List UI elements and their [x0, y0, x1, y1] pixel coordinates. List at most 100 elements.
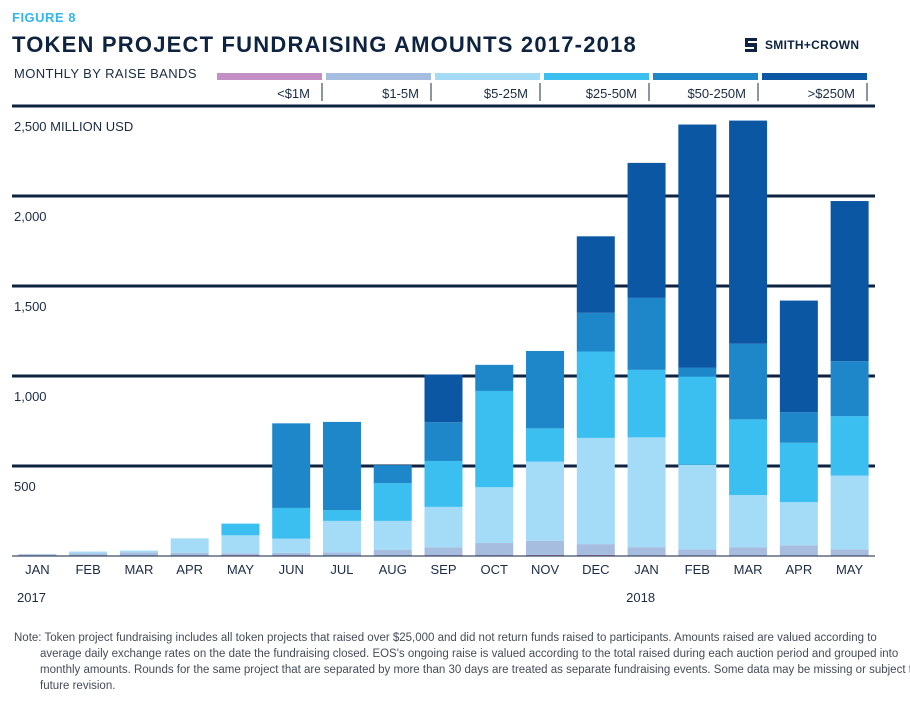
- brand-logo: SMITH+CROWN: [742, 36, 859, 54]
- y-tick-label: 2,500 MILLION USD: [14, 119, 133, 134]
- bar-segment: [526, 554, 565, 556]
- legend-swatch: [544, 73, 649, 80]
- bar-segment: [627, 297, 666, 370]
- bar-segment: [322, 520, 361, 553]
- x-tick-label: NOV: [531, 562, 560, 577]
- bar-segment: [779, 502, 818, 546]
- x-tick-label: OCT: [481, 562, 509, 577]
- bar-segment: [627, 369, 666, 438]
- legend-label: $5-25M: [484, 86, 528, 101]
- bar-segment: [576, 544, 615, 555]
- bar-segment: [779, 412, 818, 443]
- bar-segment: [576, 236, 615, 313]
- legend-swatch: [653, 73, 758, 80]
- bar-segment: [424, 547, 463, 556]
- bar-segment: [678, 464, 717, 550]
- year-label: 2017: [17, 590, 46, 605]
- bar-segment: [221, 553, 260, 556]
- bar-segment: [18, 554, 57, 556]
- bar-segment: [272, 507, 311, 539]
- bar-segment: [526, 461, 565, 541]
- x-tick-label: FEB: [685, 562, 710, 577]
- bar-segment: [678, 549, 717, 556]
- y-tick-label: 1,500: [14, 299, 47, 314]
- bar-segment: [170, 538, 209, 553]
- bar-segment: [475, 487, 514, 544]
- bar-segment: [779, 300, 818, 413]
- bar-segment: [475, 543, 514, 556]
- bar-segment: [69, 551, 108, 554]
- bar-segment: [373, 465, 412, 484]
- bar-segment: [729, 547, 768, 556]
- bar-segment: [221, 535, 260, 554]
- bar-segment: [830, 201, 869, 362]
- x-tick-label: MAR: [124, 562, 153, 577]
- smith-crown-logo-icon: [745, 38, 757, 52]
- x-tick-label: APR: [176, 562, 203, 577]
- x-tick-label: JAN: [634, 562, 659, 577]
- year-label: 2018: [626, 590, 655, 605]
- bar-segment: [830, 416, 869, 476]
- bar-segment: [424, 422, 463, 461]
- bar-segment: [119, 552, 158, 556]
- figure-label: FIGURE 8: [12, 10, 76, 25]
- bar-segment: [272, 538, 311, 553]
- y-tick-label: 1,000: [14, 389, 47, 404]
- x-tick-label: JAN: [25, 562, 50, 577]
- bar-segment: [475, 390, 514, 488]
- y-tick-label: 500: [14, 479, 36, 494]
- chart-title: TOKEN PROJECT FUNDRAISING AMOUNTS 2017-2…: [12, 32, 637, 57]
- y-tick-label: 2,000: [14, 209, 47, 224]
- x-tick-label: AUG: [379, 562, 407, 577]
- legend-label: <$1M: [277, 86, 310, 101]
- bar-segment: [830, 475, 869, 550]
- bar-segment: [576, 351, 615, 438]
- bar-segment: [576, 554, 615, 556]
- footnote: Note: Token project fundraising includes…: [14, 632, 910, 692]
- bar-segment: [678, 367, 717, 377]
- bar-segment: [729, 419, 768, 495]
- bar-segment: [830, 549, 869, 556]
- bar-segment: [373, 520, 412, 550]
- bar-segment: [526, 428, 565, 462]
- x-tick-label: MAY: [836, 562, 864, 577]
- x-tick-label: JUN: [279, 562, 304, 577]
- legend-swatch: [435, 73, 540, 80]
- legend-label: >$250M: [808, 86, 855, 101]
- legend-swatch: [762, 73, 867, 80]
- x-tick-label: APR: [785, 562, 812, 577]
- bar-segment: [272, 423, 311, 508]
- bar-segment: [678, 124, 717, 368]
- legend-swatch: [217, 73, 322, 80]
- bar-segment: [779, 545, 818, 556]
- bar-segment: [627, 437, 666, 548]
- bar-segment: [526, 350, 565, 429]
- bar-segment: [576, 437, 615, 545]
- bar-segment: [576, 312, 615, 352]
- bar-chart: <$1M $1-5M $5-25M $25-50M $50-250M >$250M 500 1…: [12, 73, 875, 605]
- bar-segment: [272, 552, 311, 556]
- x-tick-label: MAR: [734, 562, 763, 577]
- legend-label: $25-50M: [586, 86, 637, 101]
- legend-swatch: [326, 73, 431, 80]
- chart-subtitle: MONTHLY BY RAISE BANDS: [14, 66, 197, 81]
- bar-segment: [729, 120, 768, 344]
- bar-segment: [322, 421, 361, 511]
- bar-segment: [678, 376, 717, 465]
- bar-segment: [627, 547, 666, 556]
- bar-segment: [779, 442, 818, 503]
- x-tick-label: FEB: [75, 562, 100, 577]
- bar-segment: [830, 361, 869, 417]
- bar-segment: [69, 553, 108, 556]
- bar-segment: [424, 374, 463, 423]
- bar-segment: [322, 552, 361, 556]
- bar-segment: [373, 483, 412, 521]
- bar-segment: [322, 510, 361, 521]
- bar-segment: [373, 549, 412, 556]
- x-tick-label: MAY: [227, 562, 255, 577]
- legend-label: $50-250M: [687, 86, 746, 101]
- x-tick-label: SEP: [430, 562, 456, 577]
- x-tick-label: DEC: [582, 562, 609, 577]
- bar-segment: [221, 523, 260, 536]
- brand-name: SMITH+CROWN: [765, 38, 860, 52]
